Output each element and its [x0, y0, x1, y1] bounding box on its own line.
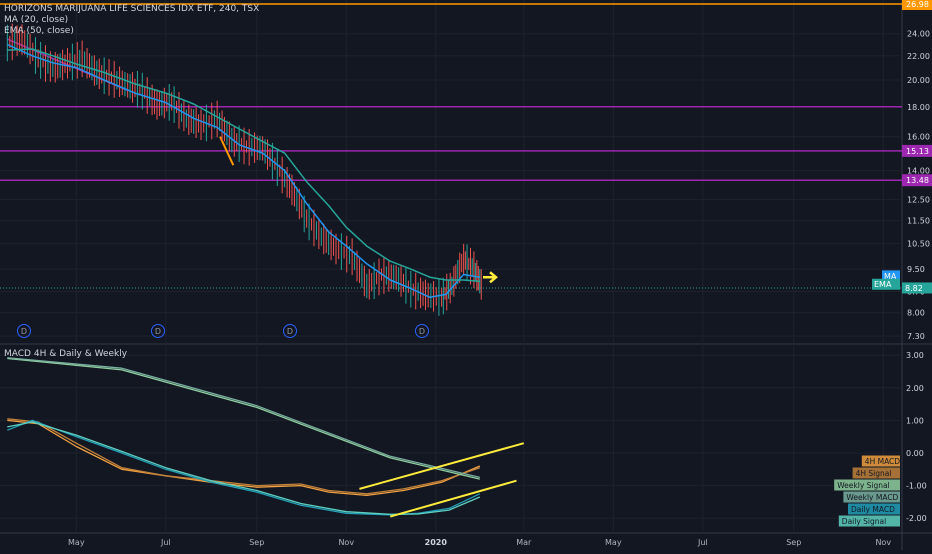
- main-legend: HORIZONS MARIJUANA LIFE SCIENCES IDX ETF…: [4, 4, 259, 37]
- macd-legend-tag-label: Daily MACD: [851, 505, 895, 514]
- macd-legend-tag-label: 4H Signal: [856, 469, 892, 478]
- macd-axis-tick-label: 3.00: [906, 351, 924, 360]
- ema-indicator-label[interactable]: EMA (50, close): [4, 26, 259, 37]
- macd-legend-tag-label: Weekly Signal: [837, 481, 890, 490]
- price-axis-tick-label: 18.00: [907, 103, 930, 112]
- level-price-tag-label: 15.13: [906, 147, 929, 156]
- price-axis-tick-label: 9.50: [907, 265, 925, 274]
- main-chart-title: HORIZONS MARIJUANA LIFE SCIENCES IDX ETF…: [4, 4, 259, 15]
- right-value-tag-label: 8.82: [905, 284, 923, 293]
- macd-axis-tick-label: 1.00: [906, 416, 924, 425]
- macd-axis-tick-label: 0.00: [906, 449, 924, 458]
- dividend-marker[interactable]: D: [283, 324, 297, 338]
- time-axis-tick-label: May: [68, 538, 85, 547]
- time-axis-tick-label: Mar: [516, 538, 532, 547]
- time-axis-tick-label: 2020: [425, 538, 448, 547]
- dividend-marker[interactable]: D: [17, 324, 31, 338]
- dividend-marker[interactable]: D: [151, 324, 165, 338]
- level-price-tag-label: 13.48: [906, 176, 929, 185]
- price-axis-tick-label: 10.50: [907, 240, 930, 249]
- price-axis-tick-label: 22.00: [907, 52, 930, 61]
- macd-legend-tag-label: 4H MACD: [865, 457, 901, 466]
- time-axis-tick-label: Jul: [160, 538, 171, 547]
- price-axis-tick-label: 12.50: [907, 195, 930, 204]
- price-axis-tick-label: 7.30: [907, 332, 925, 341]
- price-axis-tick-label: 24.00: [907, 30, 930, 39]
- time-axis-tick-label: Sep: [249, 538, 264, 547]
- macd-axis-tick-label: -1.00: [906, 482, 927, 491]
- right-value-tag-label: EMA: [874, 280, 892, 289]
- macd-legend-tag-label: Daily Signal: [842, 517, 886, 526]
- dividend-marker[interactable]: D: [415, 324, 429, 338]
- time-axis-tick-label: Sep: [786, 538, 801, 547]
- time-axis-tick-label: May: [605, 538, 622, 547]
- price-axis-tick-label: 20.00: [907, 76, 930, 85]
- ma-indicator-label[interactable]: MA (20, close): [4, 15, 259, 26]
- time-axis-tick-label: Jul: [697, 538, 708, 547]
- time-axis-tick-label: Nov: [875, 538, 891, 547]
- macd-pane-title[interactable]: MACD 4H & Daily & Weekly: [4, 349, 127, 360]
- price-axis-tick-label: 16.00: [907, 133, 930, 142]
- time-axis-tick-label: Nov: [338, 538, 354, 547]
- level-price-tag-label: 26.98: [906, 0, 929, 9]
- price-axis-tick-label: 8.00: [907, 309, 925, 318]
- macd-axis-tick-label: -2.00: [906, 514, 927, 523]
- price-axis-tick-label: 11.50: [907, 217, 930, 226]
- macd-legend-tag-label: Weekly MACD: [846, 493, 898, 502]
- macd-legend: MACD 4H & Daily & Weekly: [4, 349, 127, 360]
- macd-axis-tick-label: 2.00: [906, 384, 924, 393]
